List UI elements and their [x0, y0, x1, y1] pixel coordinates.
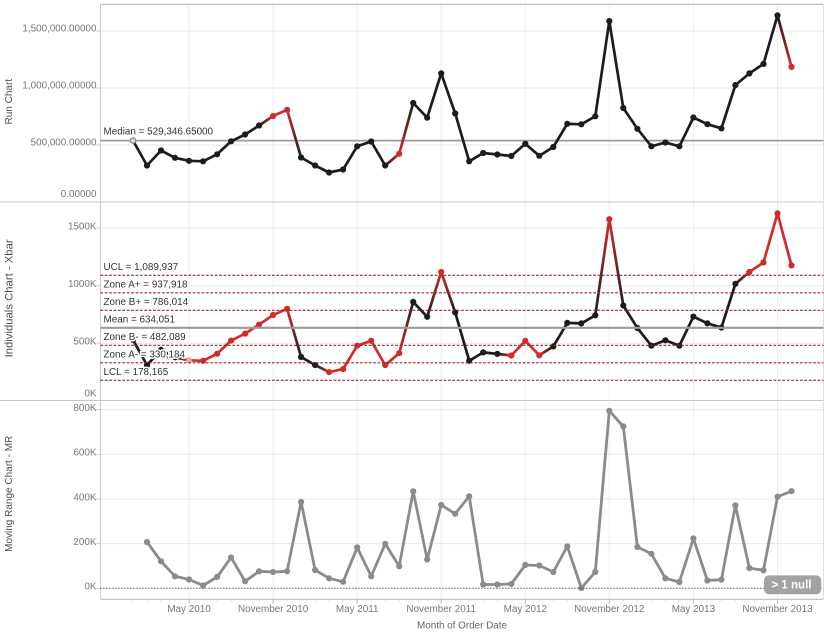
svg-text:May 2011: May 2011: [336, 604, 379, 615]
svg-text:Moving Range Chart - MR: Moving Range Chart - MR: [4, 436, 15, 552]
svg-text:Month of Order Date: Month of Order Date: [417, 621, 508, 632]
svg-text:Zone A+ = 937,918: Zone A+ = 937,918: [104, 280, 189, 291]
svg-text:0.00000: 0.00000: [61, 189, 97, 200]
svg-text:1,000,000.00000: 1,000,000.00000: [22, 81, 97, 92]
svg-text:November 2012: November 2012: [574, 604, 644, 615]
svg-text:Run Chart: Run Chart: [4, 79, 15, 125]
svg-text:Zone B+ = 786,014: Zone B+ = 786,014: [104, 297, 189, 308]
svg-text:Median = 529,346.65000: Median = 529,346.65000: [104, 127, 214, 138]
svg-text:600K: 600K: [73, 448, 96, 459]
svg-text:0K: 0K: [84, 582, 96, 593]
svg-text:> 1 null: > 1 null: [772, 579, 812, 591]
svg-text:800K: 800K: [73, 403, 96, 414]
svg-text:Individuals Chart - Xbar: Individuals Chart - Xbar: [4, 239, 16, 357]
svg-text:November 2011: November 2011: [406, 604, 476, 615]
svg-text:UCL = 1,089,937: UCL = 1,089,937: [104, 262, 179, 273]
svg-text:400K: 400K: [73, 492, 96, 503]
svg-text:1,500,000.00000: 1,500,000.00000: [22, 24, 97, 35]
svg-text:November 2013: November 2013: [742, 604, 813, 615]
svg-text:0K: 0K: [84, 388, 96, 399]
svg-text:Mean = 634,051: Mean = 634,051: [104, 315, 176, 326]
svg-text:500K: 500K: [73, 337, 96, 348]
svg-text:November 2010: November 2010: [238, 604, 309, 615]
svg-text:200K: 200K: [73, 537, 96, 548]
svg-text:May 2012: May 2012: [504, 604, 547, 615]
svg-text:500,000.00000: 500,000.00000: [31, 138, 97, 149]
svg-text:May 2010: May 2010: [167, 604, 211, 615]
svg-text:1000K: 1000K: [68, 279, 97, 290]
svg-text:Zone A- = 330,184: Zone A- = 330,184: [104, 350, 186, 361]
svg-text:Zone B- = 482,089: Zone B- = 482,089: [104, 332, 187, 343]
svg-text:LCL = 178,165: LCL = 178,165: [104, 367, 169, 378]
svg-text:1500K: 1500K: [68, 221, 97, 232]
svg-text:May 2013: May 2013: [672, 604, 716, 615]
